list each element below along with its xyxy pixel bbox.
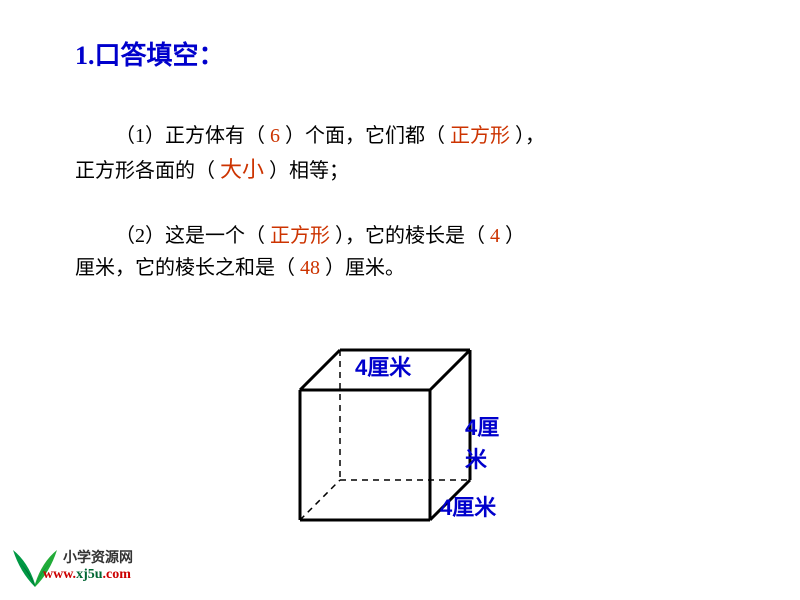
page-title: 1.口答填空： bbox=[75, 35, 225, 72]
question-1: （1）正方体有（ 6 ）个面，它们都（ 正方形 ）， 正方形各面的（ 大小 ）相… bbox=[75, 120, 725, 187]
logo-text-cn: 小学资源网 bbox=[63, 547, 133, 567]
q2-text: ）厘米。 bbox=[325, 257, 405, 279]
q1-answer-2: 正方形 bbox=[450, 125, 510, 147]
q1-answer-3: 大小 bbox=[220, 157, 264, 182]
q2-text: （2）这是一个（ bbox=[115, 225, 265, 247]
logo-url: www.xj5u.com bbox=[43, 567, 131, 583]
q1-text: ）， bbox=[515, 125, 545, 147]
q1-text: ）相等； bbox=[269, 160, 349, 182]
question-2: （2）这是一个（ 正方形 ），它的棱长是（ 4 ） 厘米，它的棱长之和是（ 48… bbox=[75, 220, 725, 284]
q2-answer-1: 正方形 bbox=[270, 225, 330, 247]
q2-text: ），它的棱长是（ bbox=[335, 225, 485, 247]
q2-text: 厘米，它的棱长之和是（ bbox=[75, 257, 295, 279]
site-logo: 小学资源网 www.xj5u.com bbox=[8, 542, 188, 592]
q1-text: ）个面，它们都（ bbox=[285, 125, 445, 147]
cube-label-bottom: 4厘米 bbox=[440, 490, 496, 522]
logo-url-www: www. bbox=[43, 567, 76, 582]
q1-text: （1）正方体有（ bbox=[115, 125, 265, 147]
logo-url-mid: xj5u bbox=[76, 567, 102, 582]
q2-answer-3: 48 bbox=[300, 257, 325, 279]
q2-answer-2: 4 bbox=[490, 225, 505, 247]
logo-url-com: .com bbox=[103, 567, 131, 582]
q1-text: 正方形各面的（ bbox=[75, 160, 215, 182]
cube-diagram: 4厘米 4厘米 4厘米 bbox=[270, 330, 520, 560]
cube-label-top: 4厘米 bbox=[355, 350, 411, 382]
cube-label-right: 4厘米 bbox=[465, 410, 520, 474]
q2-text: ） bbox=[505, 225, 525, 247]
q1-answer-1: 6 bbox=[270, 125, 285, 147]
